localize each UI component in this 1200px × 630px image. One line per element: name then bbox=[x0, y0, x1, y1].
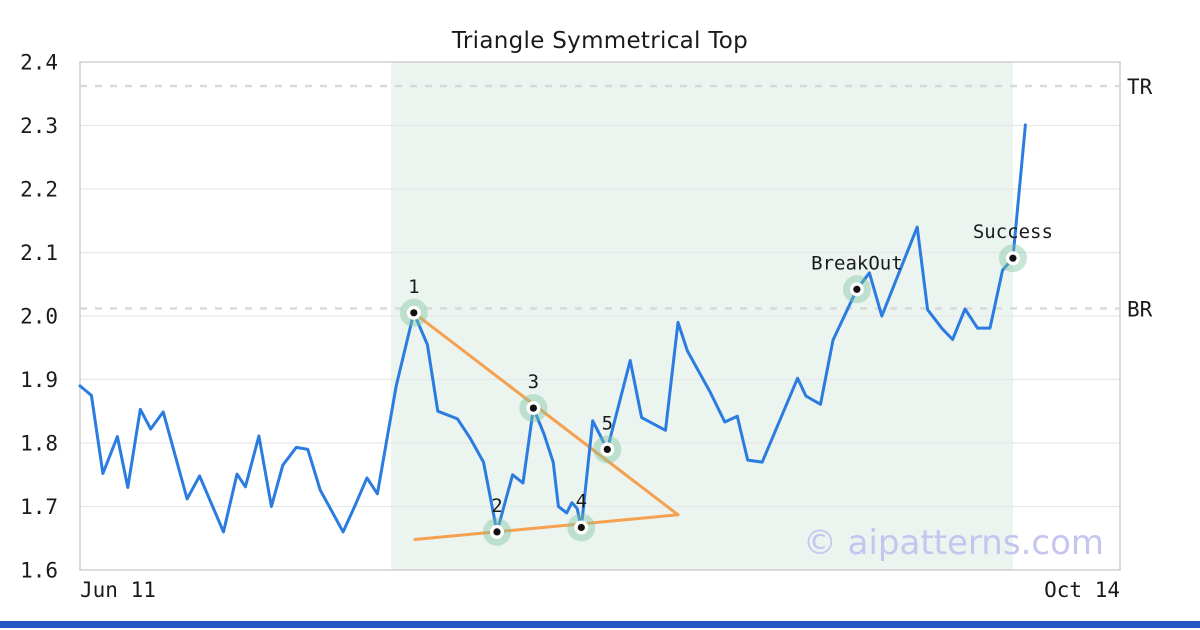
y-tick-label: 1.9 bbox=[20, 368, 58, 392]
plot-border bbox=[79, 61, 1121, 571]
marker-dot bbox=[493, 528, 501, 536]
marker-dot bbox=[603, 445, 611, 453]
y-tick-label: 2.4 bbox=[20, 51, 58, 75]
y-tick-label: 2.3 bbox=[20, 114, 58, 138]
y-tick-label: 2.2 bbox=[20, 178, 58, 202]
level-label-br: BR bbox=[1127, 297, 1153, 321]
x-tick-label-start: Jun 11 bbox=[80, 578, 156, 602]
y-tick-label: 1.6 bbox=[20, 559, 58, 583]
y-tick-label: 2.1 bbox=[20, 241, 58, 265]
marker-label-3: 3 bbox=[528, 371, 539, 393]
marker-dot bbox=[529, 404, 538, 412]
footer-brand-bar bbox=[0, 621, 1200, 628]
trendlines-layer bbox=[412, 311, 680, 541]
marker-breakout bbox=[842, 275, 871, 304]
x-tick-label-end: Oct 14 bbox=[1044, 578, 1120, 602]
marker-dot bbox=[853, 285, 861, 293]
marker-success bbox=[998, 244, 1027, 273]
price-line bbox=[78, 123, 1027, 534]
marker-3 bbox=[519, 394, 548, 423]
lower-trendline bbox=[413, 513, 680, 541]
y-tick-label: 2.0 bbox=[20, 305, 58, 329]
axis-labels-layer: Jun 11 Oct 14 2.4 2.3 2.2 2.1 2.0 1.9 1.8 1.7 1.… bbox=[20, 51, 1120, 603]
marker-dot bbox=[1009, 254, 1017, 262]
watermark: © aipatterns.com bbox=[803, 523, 1104, 563]
marker-label-breakout: BreakOut bbox=[811, 252, 903, 274]
price-line-layer bbox=[78, 123, 1027, 534]
level-label-tr: TR bbox=[1127, 75, 1153, 99]
marker-label-1: 1 bbox=[408, 276, 419, 298]
marker-label-4: 4 bbox=[576, 491, 587, 513]
annotations-layer: TR BR 1 2 3 4 5 BreakOut Success bbox=[408, 75, 1153, 517]
marker-label-5: 5 bbox=[602, 412, 613, 434]
marker-5 bbox=[593, 435, 622, 464]
plot-border-layer bbox=[79, 61, 1121, 571]
marker-2 bbox=[483, 517, 511, 546]
marker-1 bbox=[399, 298, 428, 327]
marker-dot bbox=[577, 523, 585, 532]
y-tick-label: 1.8 bbox=[20, 432, 58, 456]
marker-4 bbox=[567, 513, 596, 542]
marker-label-success: Success bbox=[973, 221, 1053, 243]
marker-dot bbox=[410, 309, 418, 317]
grid-layer bbox=[80, 124, 1120, 508]
markers-layer bbox=[399, 244, 1027, 546]
y-tick-label: 1.7 bbox=[20, 495, 58, 519]
upper-trendline bbox=[412, 311, 680, 517]
page-title: Triangle Symmetrical Top bbox=[451, 28, 749, 54]
marker-label-2: 2 bbox=[491, 495, 502, 517]
